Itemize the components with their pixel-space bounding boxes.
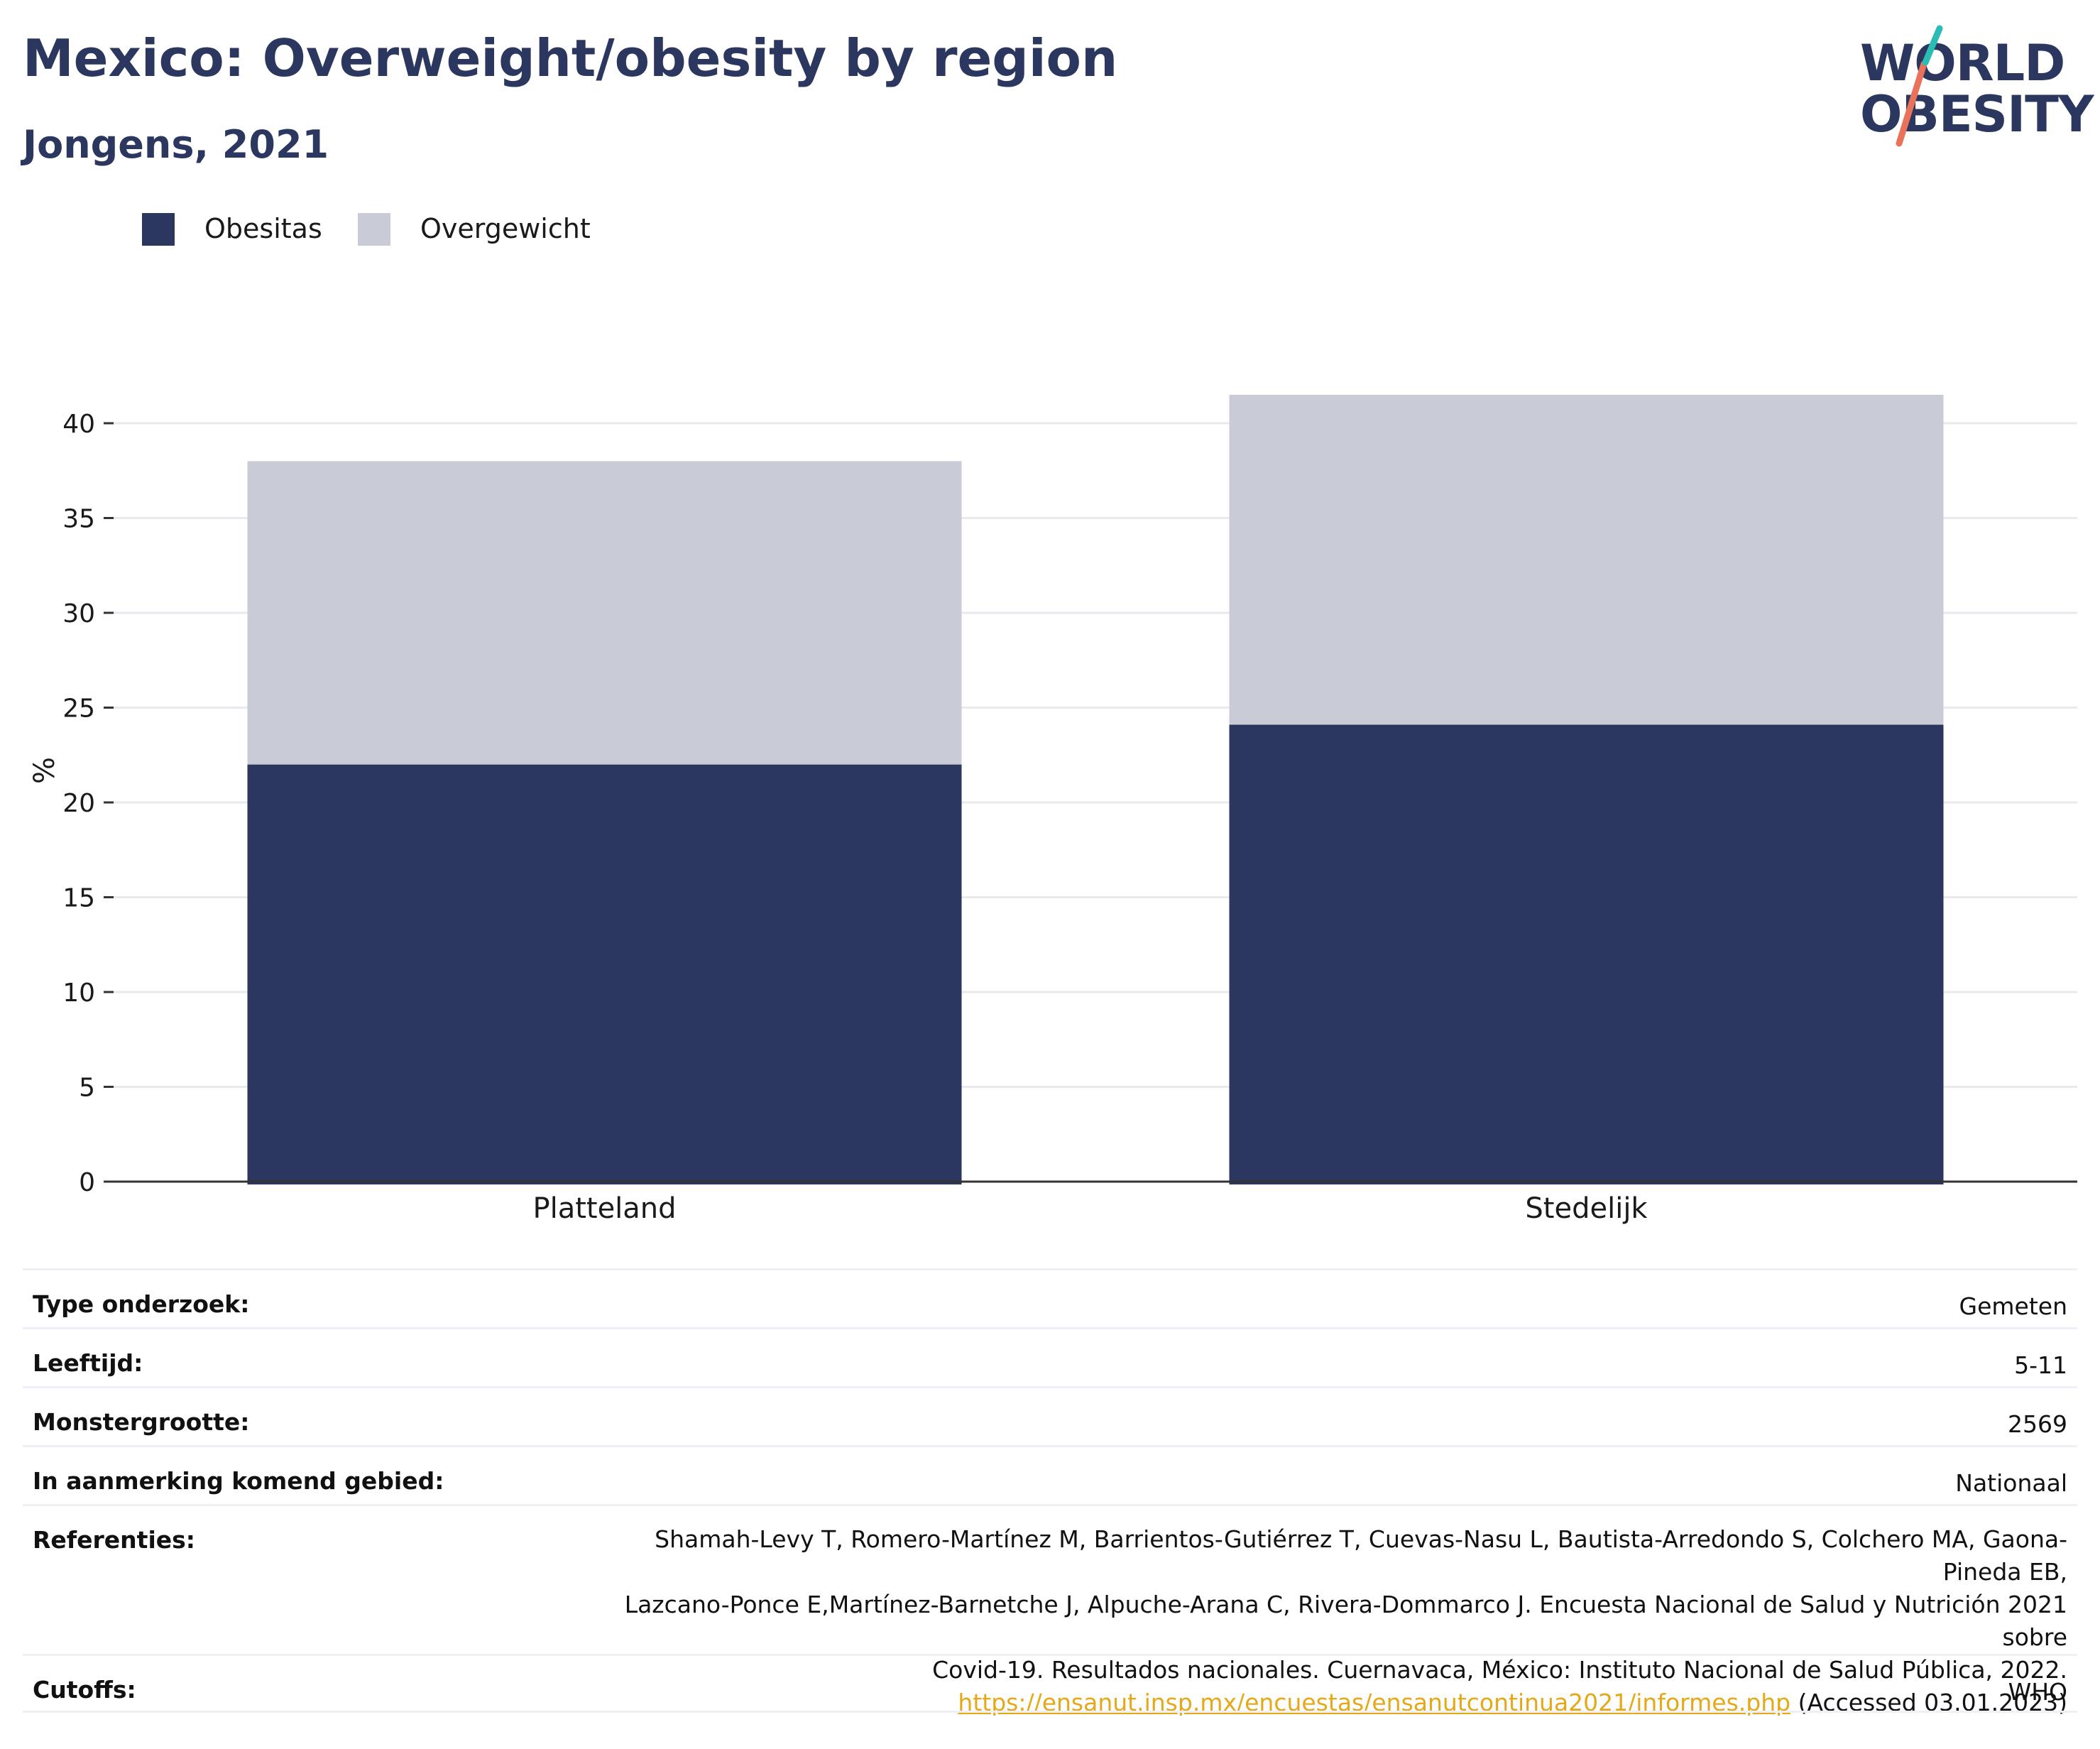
meta-row-age: Leeftijd: 5-11 (23, 1327, 2077, 1386)
meta-row-sample-size: Monstergrootte: 2569 (23, 1386, 2077, 1445)
x-tick-label: Stedelijk (1525, 1192, 1648, 1225)
logo-line-world: WORLD (1860, 34, 2065, 92)
bar-overgewicht-stedelijk (1229, 394, 1944, 725)
meta-value: 2569 (2008, 1410, 2067, 1438)
meta-label: In aanmerking komend gebied: (33, 1467, 444, 1495)
legend-swatch-overgewicht (358, 213, 390, 246)
meta-row-cutoffs: Cutoffs: WHO (23, 1654, 2077, 1713)
meta-value: Gemeten (1959, 1292, 2067, 1320)
meta-value: WHO (2008, 1678, 2067, 1706)
meta-row-area: In aanmerking komend gebied: Nationaal (23, 1445, 2077, 1504)
world-obesity-logo: WORLD OBESITY (1846, 21, 2094, 149)
metadata-table: Type onderzoek: Gemeten Leeftijd: 5-11 M… (23, 1268, 2077, 1716)
chart-subtitle: Jongens, 2021 (23, 122, 329, 167)
meta-row-survey-type: Type onderzoek: Gemeten (23, 1268, 2077, 1327)
legend-swatch-obesitas (142, 213, 175, 246)
y-tick-label: 10 (62, 979, 95, 1008)
meta-label: Leeftijd: (33, 1349, 143, 1377)
meta-value: 5-11 (2014, 1351, 2067, 1379)
reference-line: Covid-19. Resultados nacionales. Cuernav… (932, 1656, 2067, 1684)
y-tick-label: 5 (79, 1074, 95, 1103)
y-tick-label: 25 (62, 694, 95, 724)
x-tick-label: Platteland (532, 1192, 676, 1225)
y-tick-label: 15 (62, 884, 95, 913)
references-text: Shamah-Levy T, Romero-Martínez M, Barrie… (619, 1523, 2067, 1719)
reference-line: Shamah-Levy T, Romero-Martínez M, Barrie… (655, 1525, 2067, 1586)
y-tick-label: 40 (62, 410, 95, 439)
meta-row-references: Referenties: Shamah-Levy T, Romero-Martí… (23, 1504, 2077, 1716)
y-tick-label: 30 (62, 599, 95, 628)
y-tick-label: 0 (79, 1168, 95, 1197)
y-tick-label: 35 (62, 505, 95, 534)
stacked-bar-chart: 0 5 10 15 20 25 30 35 40% Platteland Stedelijk (28, 394, 2077, 1225)
bar-obesitas-platteland (247, 764, 962, 1184)
chart-title: Mexico: Overweight/obesity by region (23, 28, 1118, 88)
meta-label: Referenties: (33, 1526, 195, 1554)
logo-slash-icon (1896, 25, 1943, 147)
y-tick-label: 20 (62, 789, 95, 818)
logo-line-obesity: OBESITY (1860, 85, 2094, 143)
reference-line: Lazcano-Ponce E,Martínez-Barnetche J, Al… (624, 1591, 2067, 1651)
legend-label-obesitas: Obesitas (204, 213, 322, 244)
y-axis-label: % (28, 757, 61, 784)
meta-label: Type onderzoek: (33, 1290, 250, 1318)
meta-label: Cutoffs: (33, 1676, 136, 1704)
meta-value: Nationaal (1955, 1469, 2067, 1497)
bar-overgewicht-platteland (247, 461, 962, 765)
meta-label: Monstergrootte: (33, 1408, 250, 1436)
bar-obesitas-stedelijk (1229, 724, 1944, 1184)
legend-label-overgewicht: Overgewicht (420, 213, 591, 244)
